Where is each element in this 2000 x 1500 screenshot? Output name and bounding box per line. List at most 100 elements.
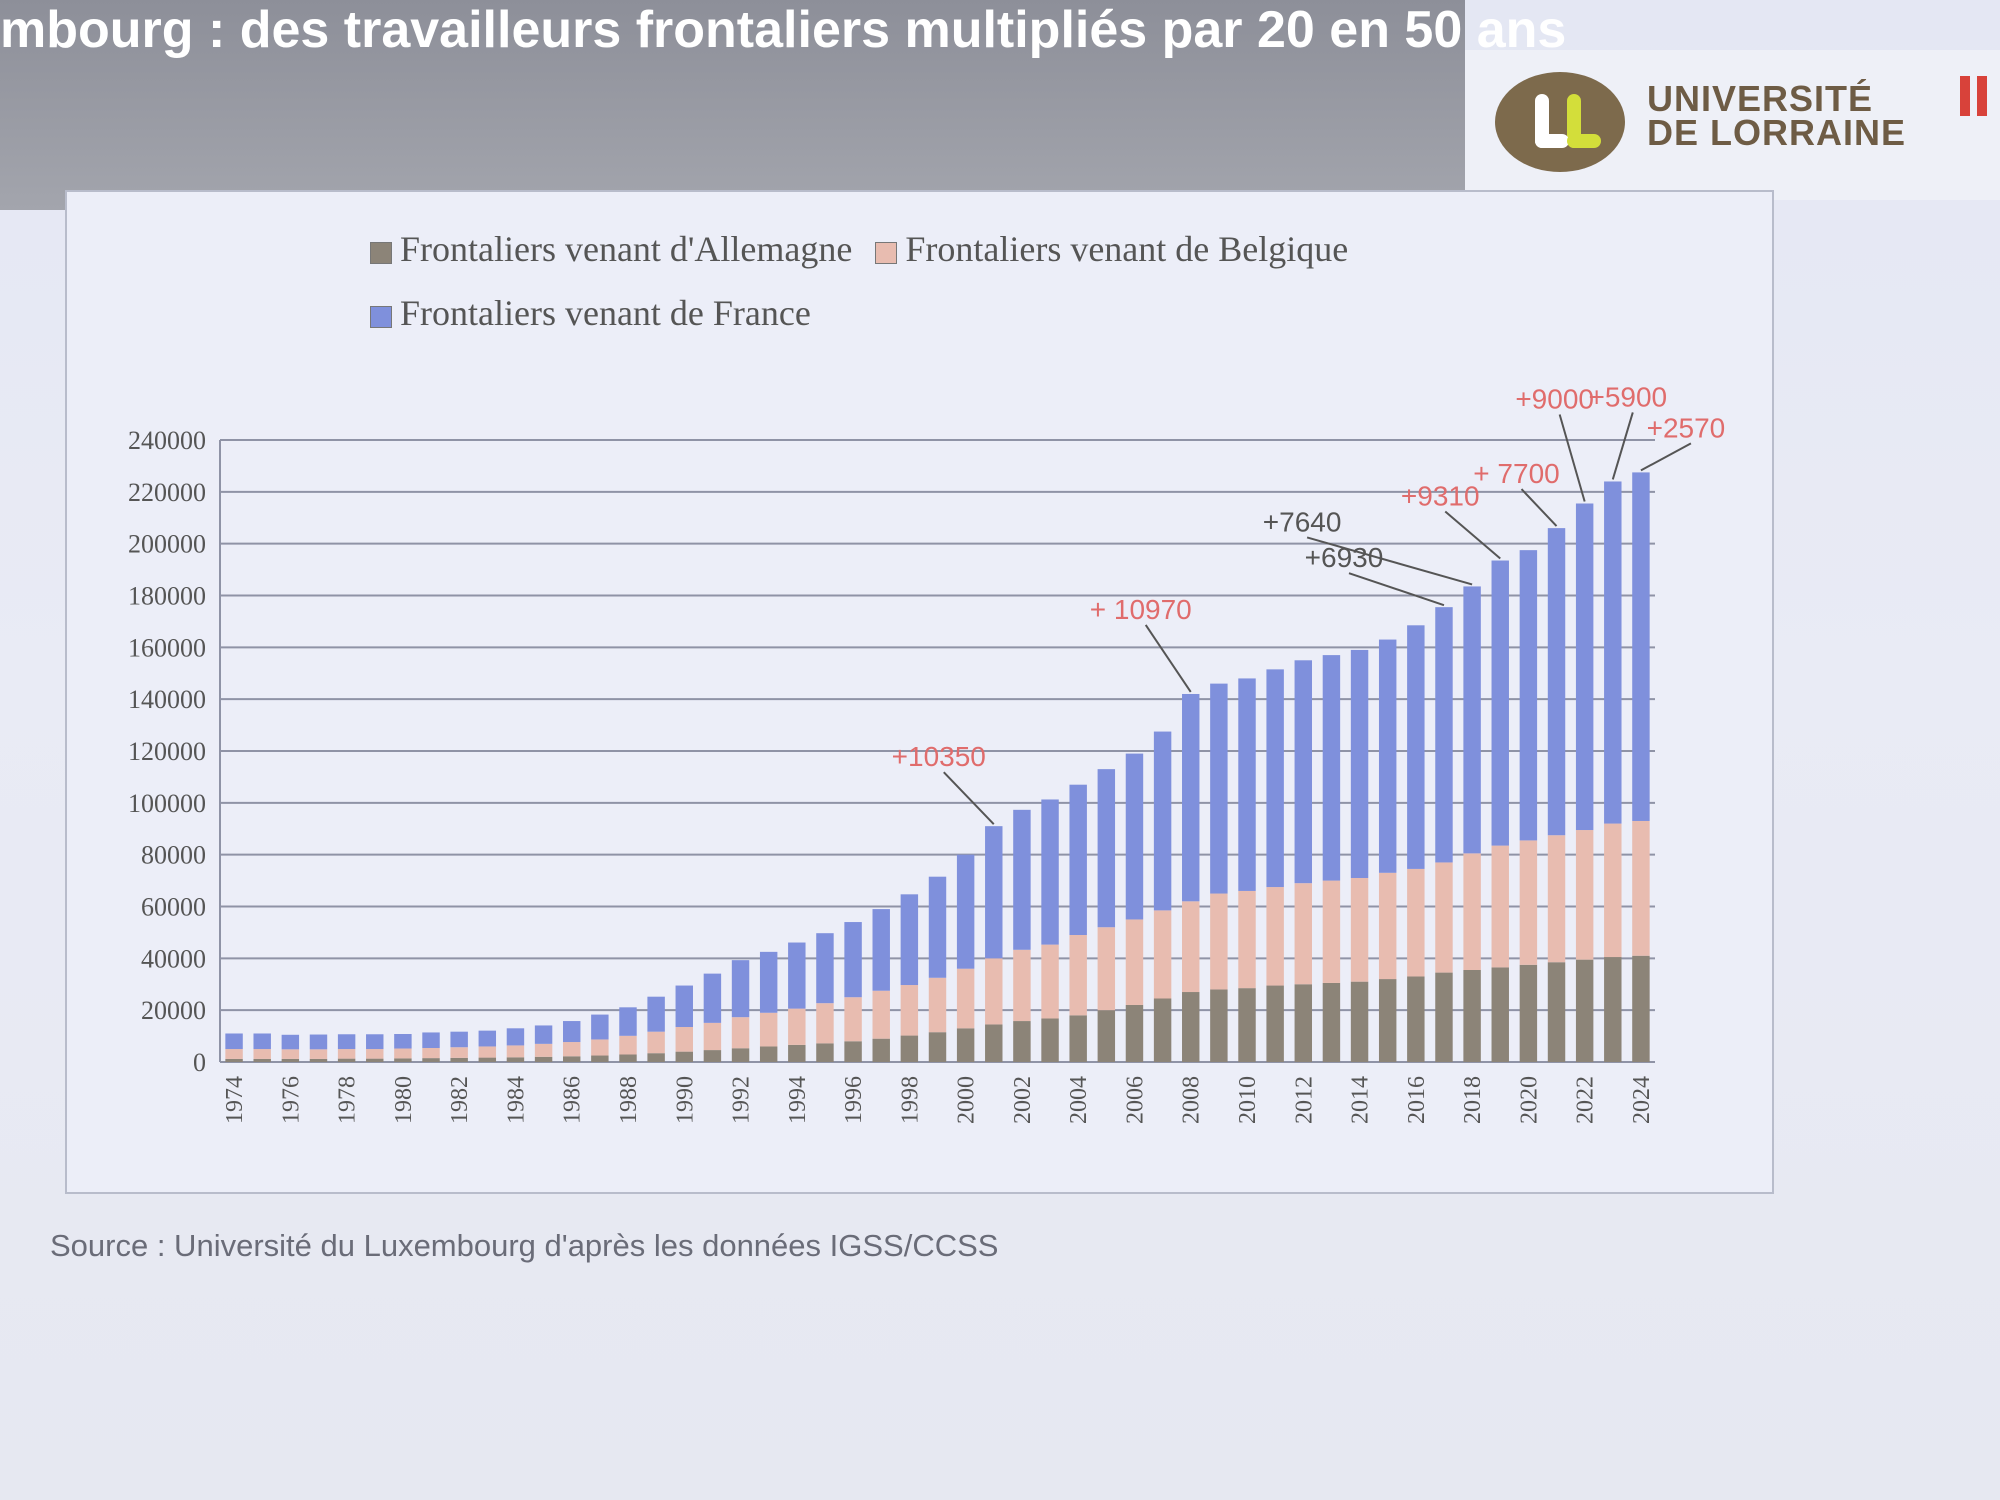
bar-1995-series-1 — [816, 1003, 834, 1044]
legend-label-france: Frontaliers venant de France — [400, 293, 811, 333]
x-tick-label-2010: 2010 — [1235, 1076, 1261, 1124]
bar-1992-series-2 — [731, 960, 750, 1018]
bar-1981-series-0 — [422, 1058, 440, 1062]
annotation-2021: + 7700 — [1473, 458, 1559, 489]
y-tick-label-40000: 40000 — [141, 944, 206, 973]
bar-1977-series-1 — [309, 1049, 328, 1059]
title-band: mbourg : des travailleurs frontaliers mu… — [0, 0, 1566, 210]
bar-2003-series-0 — [1041, 1018, 1059, 1062]
x-tick-label-1992: 1992 — [729, 1076, 755, 1124]
y-tick-label-120000: 120000 — [128, 737, 206, 766]
x-tick-label-1974: 1974 — [222, 1076, 248, 1124]
logo-line2: DE LORRAINE — [1647, 112, 1907, 153]
bar-1999-series-2 — [928, 876, 947, 978]
bar-2015-series-2 — [1378, 639, 1397, 873]
bar-2023-series-1 — [1604, 823, 1622, 958]
bar-2016-series-0 — [1407, 976, 1425, 1062]
bar-1986-series-0 — [562, 1056, 581, 1062]
bar-2001-series-1 — [985, 958, 1003, 1025]
bar-2010-series-1 — [1238, 890, 1256, 989]
bar-1975-series-0 — [253, 1058, 271, 1062]
bar-2008-series-2 — [1182, 693, 1200, 902]
lorraine-logo-icon — [1495, 72, 1625, 172]
bar-1999-series-0 — [928, 1032, 947, 1062]
bar-2018-series-2 — [1463, 586, 1481, 854]
bar-2020-series-0 — [1519, 964, 1538, 1062]
bar-1985-series-1 — [534, 1043, 553, 1057]
bar-1974-series-0 — [225, 1058, 243, 1062]
bar-2023-series-0 — [1604, 957, 1622, 1062]
bar-1982-series-1 — [450, 1047, 468, 1058]
x-tick-label-2024: 2024 — [1629, 1076, 1655, 1124]
x-tick-label-1994: 1994 — [785, 1076, 811, 1124]
bar-2008-series-0 — [1182, 992, 1200, 1062]
bar-1979-series-0 — [366, 1058, 384, 1062]
bar-1994-series-1 — [788, 1008, 806, 1045]
bar-1989-series-1 — [647, 1031, 665, 1054]
bar-2020-series-2 — [1519, 550, 1538, 841]
bar-1980-series-2 — [394, 1034, 412, 1049]
annotation-leader-2023 — [1611, 412, 1634, 480]
x-tick-label-2012: 2012 — [1291, 1076, 1317, 1124]
bar-1978-series-2 — [337, 1034, 356, 1050]
bar-1990-series-0 — [675, 1051, 693, 1062]
bar-2004-series-1 — [1069, 935, 1087, 1016]
bar-2005-series-2 — [1097, 769, 1116, 928]
bar-2012-series-2 — [1294, 660, 1313, 884]
x-tick-label-1996: 1996 — [841, 1076, 867, 1124]
x-tick-label-1990: 1990 — [672, 1076, 698, 1124]
bar-1993-series-0 — [759, 1046, 778, 1062]
bar-1997-series-0 — [872, 1038, 890, 1062]
y-tick-label-180000: 180000 — [128, 582, 206, 611]
bar-2019-series-1 — [1491, 845, 1509, 968]
bar-1984-series-2 — [506, 1028, 525, 1046]
annotation-2018: +7640 — [1263, 506, 1342, 537]
bar-2011-series-1 — [1266, 887, 1284, 986]
bar-1992-series-0 — [731, 1048, 750, 1062]
bar-1998-series-1 — [900, 985, 919, 1036]
annotation-2022: +9000 — [1515, 383, 1594, 414]
bar-2009-series-2 — [1210, 683, 1228, 894]
bar-1984-series-0 — [506, 1057, 525, 1062]
bar-1993-series-1 — [759, 1012, 778, 1047]
bar-2012-series-0 — [1294, 984, 1313, 1062]
luxembourg-logo-icon — [1960, 76, 1970, 116]
bar-2006-series-1 — [1125, 919, 1144, 1005]
bar-1996-series-1 — [844, 997, 862, 1042]
bar-2002-series-2 — [1013, 809, 1031, 950]
bar-1976-series-1 — [281, 1049, 300, 1059]
bar-1989-series-2 — [647, 996, 665, 1032]
bar-1984-series-1 — [506, 1045, 525, 1058]
bar-2005-series-1 — [1097, 927, 1116, 1011]
x-tick-label-2006: 2006 — [1122, 1076, 1148, 1124]
bar-1982-series-0 — [450, 1057, 468, 1062]
bar-2014-series-2 — [1350, 649, 1369, 878]
bar-1978-series-1 — [337, 1049, 356, 1059]
bar-1991-series-0 — [703, 1050, 722, 1062]
bar-1981-series-1 — [422, 1048, 440, 1059]
bar-1993-series-2 — [759, 951, 778, 1013]
bar-1985-series-0 — [534, 1056, 553, 1062]
annotation-2019: +9310 — [1401, 481, 1480, 512]
bar-1997-series-2 — [872, 909, 890, 991]
annotation-leader-2024 — [1640, 442, 1692, 472]
legend-swatch-france — [370, 305, 392, 328]
y-tick-label-140000: 140000 — [128, 685, 206, 714]
bar-1988-series-0 — [619, 1054, 637, 1062]
bar-2024-series-2 — [1632, 472, 1650, 821]
bar-2024-series-1 — [1632, 820, 1650, 956]
bar-2010-series-2 — [1238, 678, 1256, 891]
legend-item-belgique: Frontaliers venant de Belgique — [875, 228, 1348, 270]
bar-1975-series-1 — [253, 1049, 271, 1059]
bar-1974-series-1 — [225, 1049, 243, 1059]
bar-2019-series-2 — [1491, 560, 1509, 846]
bar-1979-series-2 — [366, 1034, 384, 1050]
legend-swatch-belgique — [875, 241, 898, 264]
annotation-2023: +5900 — [1588, 381, 1667, 412]
bar-1991-series-1 — [703, 1022, 722, 1051]
bar-2009-series-1 — [1210, 893, 1228, 990]
x-tick-label-2022: 2022 — [1573, 1076, 1599, 1124]
bar-2005-series-0 — [1097, 1010, 1116, 1062]
bar-1977-series-2 — [309, 1034, 328, 1050]
